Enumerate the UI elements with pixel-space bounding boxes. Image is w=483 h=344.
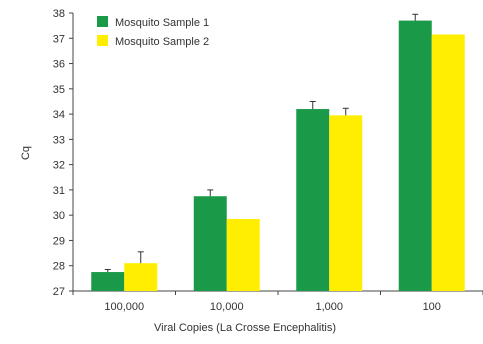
y-tick-label: 33 <box>53 134 65 146</box>
y-tick-label: 28 <box>53 261 65 273</box>
legend-label-series-1: Mosquito Sample 1 <box>115 17 209 29</box>
y-tick-label: 34 <box>53 109 65 121</box>
bar-series-2-100 <box>431 34 465 292</box>
bar-series-1-100,000 <box>91 272 125 291</box>
bar-series-2-10,000 <box>226 218 260 291</box>
bar-series-2-1,000 <box>329 115 363 291</box>
x-tick-label: 10,000 <box>210 301 244 313</box>
y-tick-label: 30 <box>53 210 65 222</box>
x-tick-label: 1,000 <box>315 301 343 313</box>
legend-label-series-2: Mosquito Sample 2 <box>115 36 209 48</box>
bar-series-1-10,000 <box>193 196 227 291</box>
y-tick-label: 37 <box>53 33 65 45</box>
x-axis-label: Viral Copies (La Crosse Encephalitis) <box>154 322 336 334</box>
bar-series-1-1,000 <box>296 109 330 291</box>
y-tick-label: 31 <box>53 185 65 197</box>
y-tick-label: 27 <box>53 286 65 298</box>
legend: Mosquito Sample 1 Mosquito Sample 2 <box>97 16 209 48</box>
x-tick-label: 100,000 <box>104 301 144 313</box>
bar-series-2-100,000 <box>124 263 158 291</box>
y-tick-label: 36 <box>53 59 65 71</box>
y-tick-labels: 27 28 29 30 31 32 33 34 35 36 37 38 <box>53 8 65 298</box>
x-tick-labels: 100,000 10,000 1,000 100 <box>104 301 441 313</box>
error-bars-group <box>104 13 419 273</box>
x-tick-label: 100 <box>423 301 441 313</box>
y-axis-label: Cq <box>20 146 32 160</box>
y-tick-label: 38 <box>53 8 65 20</box>
y-tick-label: 29 <box>53 235 65 247</box>
bar-series-1-100 <box>398 20 432 291</box>
legend-swatch-series-2 <box>97 35 108 46</box>
y-tick-label: 35 <box>53 84 65 96</box>
y-tick-label: 32 <box>53 160 65 172</box>
bars-group <box>91 20 465 292</box>
legend-swatch-series-1 <box>97 16 108 27</box>
